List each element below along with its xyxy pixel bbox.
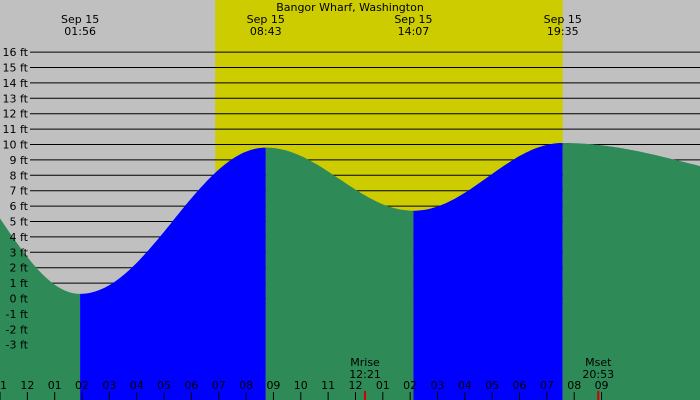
x-tick-label: 09 xyxy=(595,379,609,392)
y-axis-tick-labels: 16 ft 15 ft 14 ft 13 ft 12 ft 11 ft 10 ft 9 ft 8… xyxy=(3,46,29,352)
y-tick-label: 13 ft xyxy=(3,92,29,105)
y-tick-label: 10 ft xyxy=(3,139,29,152)
y-tick-label: 14 ft xyxy=(3,77,29,90)
x-tick-label: 02 xyxy=(403,379,417,392)
x-tick-label: 08 xyxy=(567,379,581,392)
tide-event-time: 19:35 xyxy=(547,25,579,38)
y-tick-label: 4 ft xyxy=(10,231,29,244)
rising-tide-segment xyxy=(413,143,563,400)
tide-event-date: Sep 15 xyxy=(247,13,285,26)
rising-tide-segment xyxy=(80,147,266,400)
y-tick-label: 9 ft xyxy=(10,154,29,167)
y-tick-label: 6 ft xyxy=(10,200,29,213)
x-tick-label: 02 xyxy=(75,379,89,392)
y-tick-label: 16 ft xyxy=(3,46,29,59)
x-tick-label: 05 xyxy=(485,379,499,392)
y-tick-label: 2 ft xyxy=(10,262,29,275)
x-tick-label: 03 xyxy=(431,379,445,392)
tide-event-time: 01:56 xyxy=(64,25,96,38)
x-tick-label: 05 xyxy=(157,379,171,392)
tide-event-date: Sep 15 xyxy=(394,13,432,26)
x-tick-label: 07 xyxy=(212,379,226,392)
y-tick-label: 5 ft xyxy=(10,216,29,229)
x-tick-label: 01 xyxy=(48,379,62,392)
x-tick-label: 12 xyxy=(20,379,34,392)
y-tick-label: -2 ft xyxy=(6,323,29,336)
y-tick-label: 8 ft xyxy=(10,169,29,182)
y-tick-label: 3 ft xyxy=(10,246,29,259)
x-tick-label: 04 xyxy=(130,379,144,392)
falling-tide-segment xyxy=(265,147,414,400)
moon-event-time: 12:21 xyxy=(349,368,381,381)
falling-tide-segment xyxy=(562,143,700,400)
x-axis-tick-labels: 11 12 01 02 03 04 05 06 07 08 09 10 11 12 01 02 03 04 05 06… xyxy=(0,379,609,400)
x-tick-label: 11 xyxy=(0,379,7,392)
chart-title: Bangor Wharf, Washington xyxy=(276,1,424,14)
tide-event-date: Sep 15 xyxy=(61,13,99,26)
falling-tide-segment xyxy=(0,218,81,400)
moon-event-time: 20:53 xyxy=(582,368,614,381)
tide-event-time: 14:07 xyxy=(398,25,430,38)
moon-event-label: Mset xyxy=(585,356,612,369)
y-tick-label: -1 ft xyxy=(6,308,29,321)
x-tick-label: 09 xyxy=(266,379,280,392)
tide-event-time: 08:43 xyxy=(250,25,282,38)
x-tick-label: 10 xyxy=(294,379,308,392)
x-tick-label: 11 xyxy=(321,379,335,392)
y-tick-label: 15 ft xyxy=(3,62,29,75)
x-tick-label: 07 xyxy=(540,379,554,392)
x-tick-label: 06 xyxy=(513,379,527,392)
tide-event-date: Sep 15 xyxy=(544,13,582,26)
y-tick-label: 1 ft xyxy=(10,277,29,290)
tide-area xyxy=(0,143,700,400)
x-tick-label: 12 xyxy=(348,379,362,392)
y-tick-label: 0 ft xyxy=(10,293,29,306)
moon-event-label: Mrise xyxy=(350,356,380,369)
x-tick-label: 06 xyxy=(184,379,198,392)
y-tick-label: 7 ft xyxy=(10,185,29,198)
x-tick-label: 03 xyxy=(102,379,116,392)
x-tick-label: 08 xyxy=(239,379,253,392)
y-tick-label: -3 ft xyxy=(6,339,29,352)
x-tick-label: 01 xyxy=(376,379,390,392)
y-tick-label: 12 ft xyxy=(3,108,29,121)
x-tick-label: 04 xyxy=(458,379,472,392)
y-tick-label: 11 ft xyxy=(3,123,29,136)
